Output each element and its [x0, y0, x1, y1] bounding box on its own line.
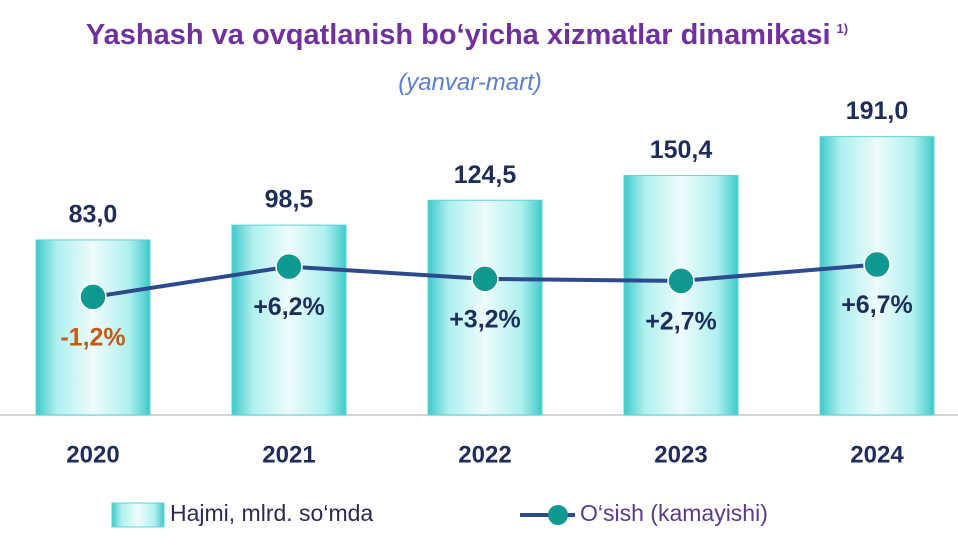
bar-value-label: 191,0 [846, 97, 909, 125]
bar-value-label: 98,5 [265, 186, 314, 214]
line-value-label: -1,2% [60, 324, 125, 352]
line-value-label: +6,2% [253, 293, 325, 321]
line-marker [79, 283, 107, 311]
line-value-label: +6,7% [841, 291, 913, 319]
title-block: Yashash va ovqatlanish bo‘yicha xizmatla… [50, 12, 890, 106]
line-marker [667, 267, 695, 295]
bar [427, 199, 543, 416]
bar [35, 239, 151, 416]
x-tick-label: 2023 [654, 441, 707, 468]
x-tick-label: 2024 [850, 441, 904, 468]
bar [623, 174, 739, 416]
bar-value-label: 124,5 [454, 161, 517, 189]
chart-title: Yashash va ovqatlanish bo‘yicha xizmatla… [85, 19, 831, 51]
x-tick-label: 2021 [262, 441, 315, 468]
title-note: 1) [836, 21, 849, 36]
legend-label: Hajmi, mlrd. so‘mda [170, 500, 373, 526]
line-value-label: +2,7% [645, 308, 717, 336]
x-tick-label: 2022 [458, 441, 511, 468]
chart-subtitle: (yanvar-mart) [398, 69, 542, 96]
legend-swatch [111, 502, 165, 528]
line-marker [863, 250, 891, 279]
x-tick-label: 2020 [66, 441, 119, 468]
legend-label: O‘sish (kamayishi) [580, 500, 768, 526]
line-value-label: +3,2% [449, 305, 521, 333]
legend-marker [548, 505, 568, 525]
line-marker [275, 252, 303, 281]
line-marker [471, 265, 499, 293]
bar-value-label: 150,4 [650, 136, 713, 164]
bar-value-label: 83,0 [69, 201, 118, 229]
